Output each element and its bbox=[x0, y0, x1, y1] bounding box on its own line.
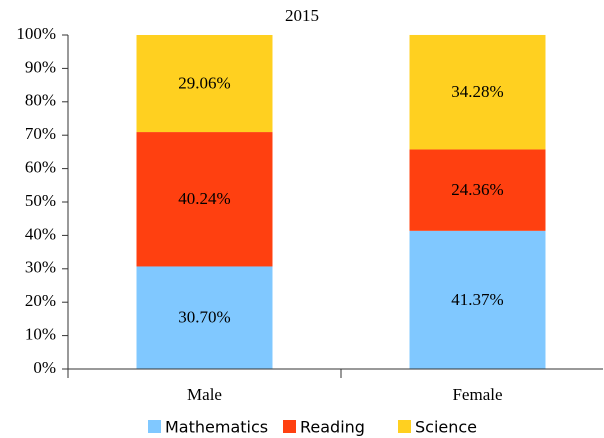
y-tick-label: 100% bbox=[16, 24, 56, 43]
legend-swatch bbox=[283, 420, 296, 433]
value-label: 30.70% bbox=[178, 308, 230, 327]
y-tick-label: 20% bbox=[25, 291, 56, 310]
legend-label: Mathematics bbox=[165, 418, 268, 437]
y-tick-label: 50% bbox=[25, 191, 56, 210]
legend-swatch bbox=[148, 420, 161, 433]
value-label: 34.28% bbox=[451, 82, 503, 101]
bar-segment bbox=[409, 34, 546, 150]
value-label: 40.24% bbox=[178, 189, 230, 208]
legend-swatch bbox=[398, 420, 411, 433]
y-tick-label: 80% bbox=[25, 91, 56, 110]
y-tick-label: 10% bbox=[25, 325, 56, 344]
value-label: 41.37% bbox=[451, 290, 503, 309]
bar-segment bbox=[136, 132, 273, 267]
chart-title: 2015 bbox=[285, 6, 319, 25]
y-tick-label: 90% bbox=[25, 57, 56, 76]
bar-segment bbox=[409, 230, 546, 369]
x-tick-label: Female bbox=[452, 385, 502, 404]
bar-segment bbox=[136, 266, 273, 369]
legend: Mathematics Reading Science bbox=[148, 418, 477, 437]
y-tick-label: 70% bbox=[25, 124, 56, 143]
y-tick-label: 0% bbox=[33, 358, 56, 377]
y-tick-label: 30% bbox=[25, 258, 56, 277]
legend-label: Science bbox=[415, 418, 477, 437]
legend-label: Reading bbox=[300, 418, 365, 437]
bar-segment bbox=[136, 35, 273, 133]
y-tick-label: 60% bbox=[25, 158, 56, 177]
y-tick-label: 40% bbox=[25, 224, 56, 243]
x-tick-label: Male bbox=[187, 385, 222, 404]
value-label: 29.06% bbox=[178, 73, 230, 92]
value-label: 24.36% bbox=[451, 180, 503, 199]
bar-segment bbox=[409, 149, 546, 231]
